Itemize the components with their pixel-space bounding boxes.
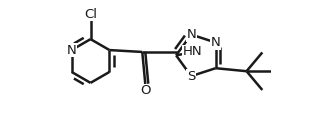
Text: S: S bbox=[187, 70, 195, 83]
Text: Cl: Cl bbox=[84, 8, 97, 21]
Text: O: O bbox=[140, 84, 151, 97]
Text: N: N bbox=[186, 28, 196, 41]
Text: N: N bbox=[67, 44, 76, 57]
Text: N: N bbox=[211, 36, 221, 49]
Text: HN: HN bbox=[183, 46, 203, 58]
